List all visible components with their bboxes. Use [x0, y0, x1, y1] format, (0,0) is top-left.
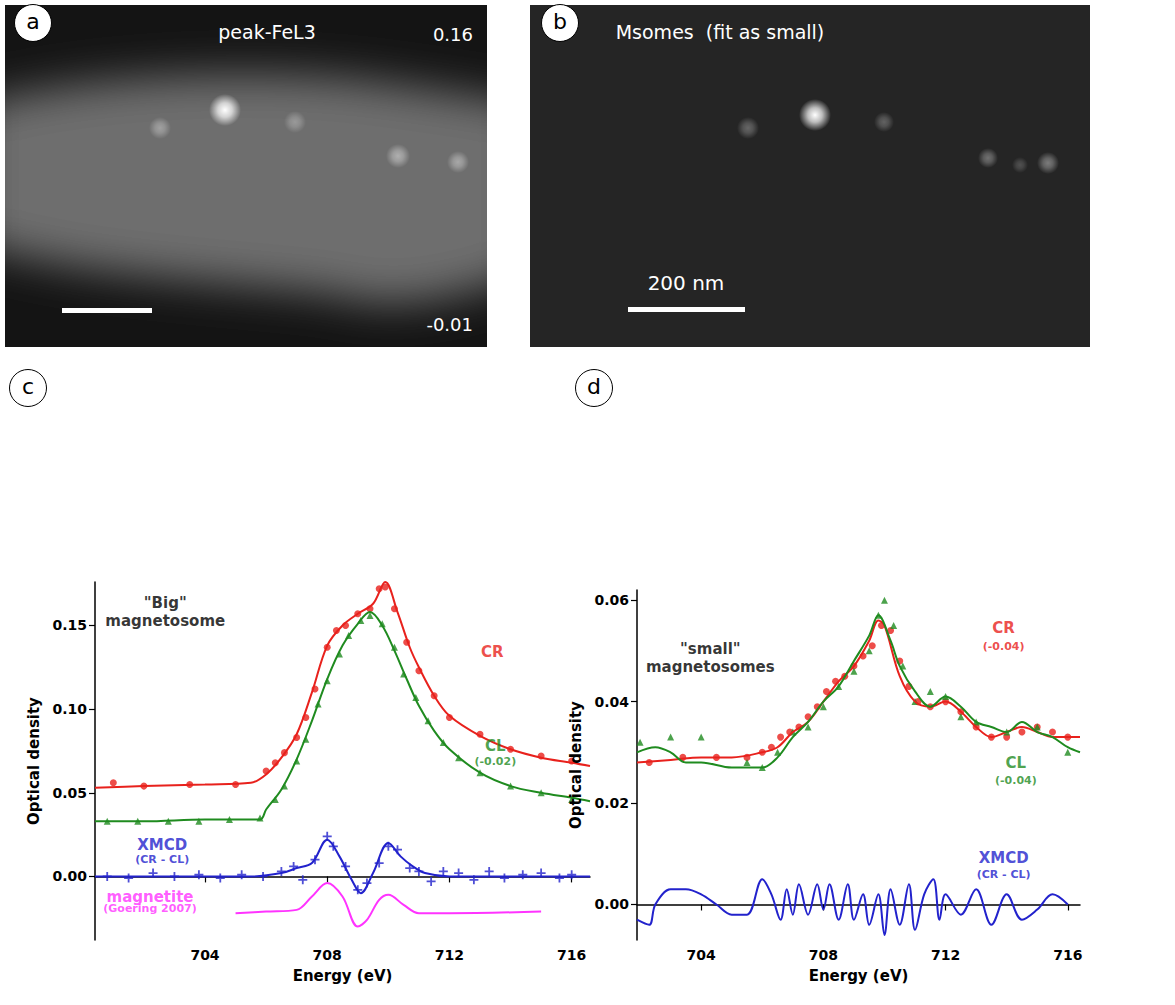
svg-text:0.16: 0.16 — [433, 24, 473, 45]
svg-text:"Big": "Big" — [144, 594, 187, 612]
svg-text:0.00: 0.00 — [52, 868, 87, 884]
svg-text:XMCD: XMCD — [137, 836, 187, 854]
svg-text:peak-FeL3: peak-FeL3 — [218, 21, 316, 43]
svg-text:magnetosomes: magnetosomes — [646, 658, 775, 676]
svg-text:716: 716 — [1053, 947, 1082, 963]
html-text:d: d — [587, 374, 601, 399]
svg-text:(CR - CL): (CR - CL) — [135, 853, 189, 866]
svg-text:200 nm: 200 nm — [648, 271, 725, 295]
svg-text:708: 708 — [809, 947, 838, 963]
svg-text:712: 712 — [435, 947, 464, 963]
svg-text:"small": "small" — [680, 640, 741, 658]
svg-text:Msomes (fit as small): Msomes (fit as small) — [616, 21, 825, 43]
svg-text:Energy (eV): Energy (eV) — [809, 967, 909, 985]
svg-text:XMCD: XMCD — [979, 849, 1029, 867]
svg-text:708: 708 — [313, 947, 342, 963]
svg-text:0.02: 0.02 — [594, 795, 629, 811]
svg-text:(Goering 2007): (Goering 2007) — [103, 902, 196, 915]
svg-text:704: 704 — [687, 947, 716, 963]
svg-text:0.04: 0.04 — [594, 694, 629, 710]
svg-text:CL: CL — [485, 737, 506, 755]
svg-text:(CR - CL): (CR - CL) — [977, 868, 1031, 881]
svg-text:704: 704 — [190, 947, 219, 963]
svg-text:magnetite: magnetite — [106, 887, 194, 906]
svg-text:Optical density: Optical density — [567, 701, 585, 829]
svg-text:0.00: 0.00 — [594, 896, 629, 912]
svg-text:magnetosome: magnetosome — [105, 612, 225, 630]
svg-text:Energy (eV): Energy (eV) — [293, 967, 393, 985]
svg-text:-0.01: -0.01 — [426, 314, 473, 335]
svg-text:CR: CR — [992, 619, 1015, 637]
svg-text:Optical density: Optical density — [25, 697, 43, 825]
svg-text:0.15: 0.15 — [52, 617, 87, 633]
svg-text:0.05: 0.05 — [52, 785, 87, 801]
html-text:c: c — [21, 374, 34, 399]
svg-text:(-0.04): (-0.04) — [983, 640, 1025, 653]
svg-text:(-0.02): (-0.02) — [474, 755, 516, 768]
svg-text:716: 716 — [557, 947, 586, 963]
svg-text:0.06: 0.06 — [594, 592, 629, 608]
svg-text:CR: CR — [481, 643, 504, 661]
html-text:b: b — [553, 9, 567, 34]
svg-text:0.10: 0.10 — [52, 701, 87, 717]
html-text:a: a — [26, 9, 40, 34]
svg-text:(-0.04): (-0.04) — [995, 774, 1037, 787]
svg-text:CL: CL — [1006, 754, 1027, 772]
svg-text:712: 712 — [931, 947, 960, 963]
